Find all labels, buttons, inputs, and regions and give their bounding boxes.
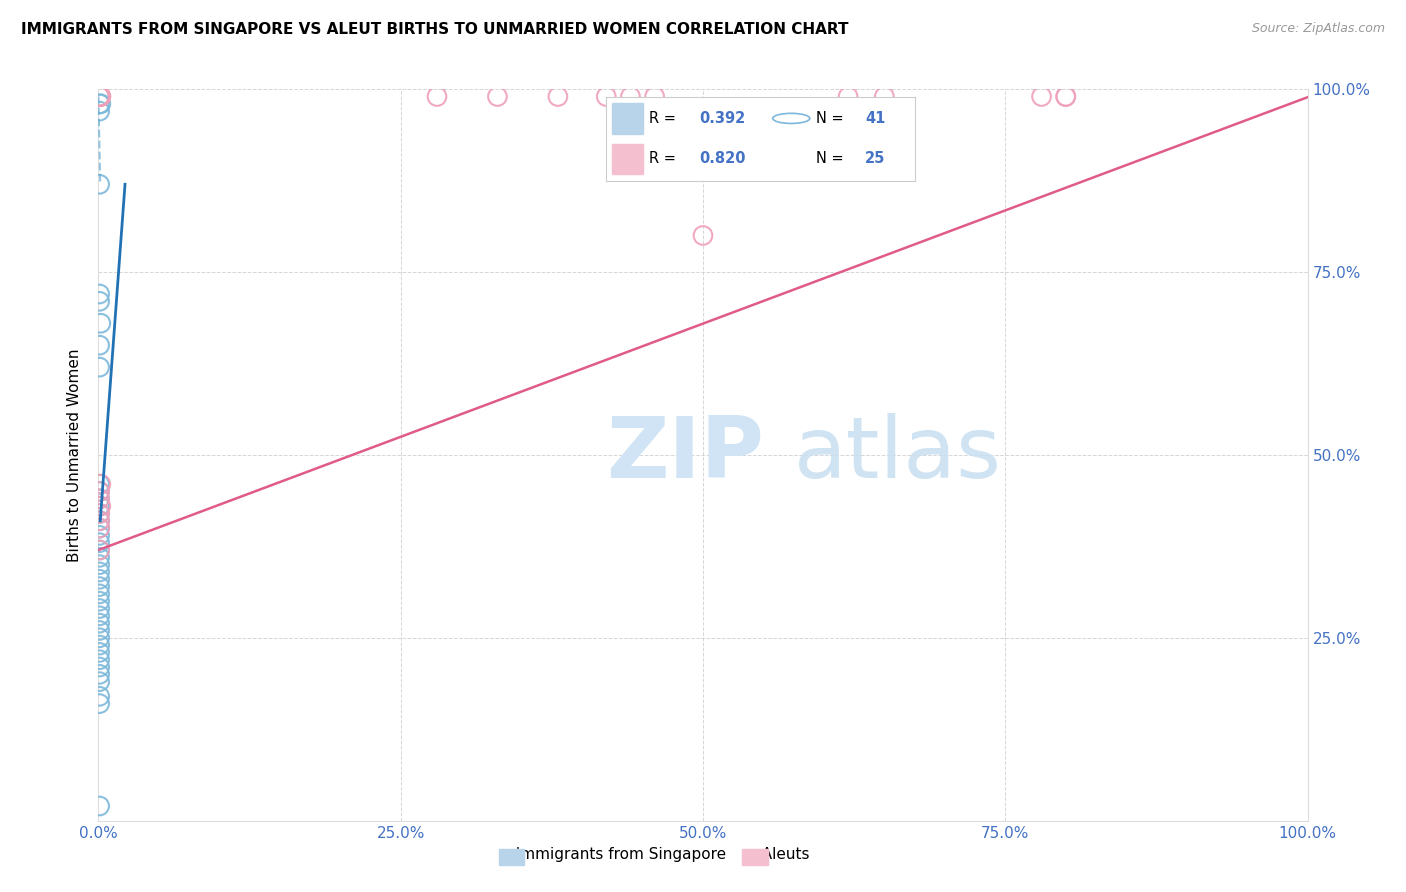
Point: [89, 565, 111, 579]
Point: [90, 316, 112, 330]
Point: [89, 580, 111, 594]
Point: [89, 507, 111, 521]
Point: [595, 89, 617, 103]
Point: [837, 89, 859, 103]
Point: [89, 514, 111, 528]
Point: [89, 558, 111, 572]
Point: [89, 491, 111, 506]
Point: [89, 477, 111, 491]
Point: [644, 89, 666, 103]
Point: [89, 360, 111, 375]
Point: [547, 89, 569, 103]
Point: [89, 645, 111, 659]
Point: [89, 338, 111, 352]
Point: [89, 616, 111, 631]
Point: [89, 521, 111, 535]
Point: [89, 653, 111, 667]
Point: [89, 521, 111, 535]
Point: [1031, 89, 1053, 103]
Point: [90, 96, 112, 111]
Point: [89, 89, 111, 103]
Point: [89, 89, 111, 103]
Text: atlas: atlas: [793, 413, 1001, 497]
Point: [426, 89, 449, 103]
Point: [89, 543, 111, 558]
Point: [1054, 89, 1077, 103]
Point: [89, 484, 111, 499]
Point: [89, 667, 111, 681]
Point: [89, 631, 111, 645]
Point: [89, 608, 111, 623]
Point: [89, 660, 111, 674]
Text: Aleuts: Aleuts: [752, 847, 810, 862]
Point: [89, 294, 111, 309]
Point: [1054, 89, 1077, 103]
Point: [89, 550, 111, 565]
Point: [89, 528, 111, 542]
Point: [89, 507, 111, 521]
Point: [89, 697, 111, 711]
Y-axis label: Births to Unmarried Women: Births to Unmarried Women: [67, 348, 83, 562]
Point: [89, 104, 111, 119]
Text: Immigrants from Singapore: Immigrants from Singapore: [506, 847, 727, 862]
Point: [90, 499, 112, 513]
Point: [89, 178, 111, 192]
Point: [619, 89, 641, 103]
Point: [692, 228, 714, 243]
Point: [89, 624, 111, 638]
Point: [89, 491, 111, 506]
Text: Source: ZipAtlas.com: Source: ZipAtlas.com: [1251, 22, 1385, 36]
Point: [89, 638, 111, 652]
Point: [486, 89, 509, 103]
Point: [89, 690, 111, 704]
Point: [89, 499, 111, 513]
Point: [89, 799, 111, 814]
Point: [873, 89, 896, 103]
Point: [89, 674, 111, 689]
Point: [89, 484, 111, 499]
Point: [89, 543, 111, 558]
Point: [89, 89, 111, 103]
Point: [89, 535, 111, 549]
Point: [90, 89, 112, 103]
Point: [89, 89, 111, 103]
Point: [89, 572, 111, 586]
Text: IMMIGRANTS FROM SINGAPORE VS ALEUT BIRTHS TO UNMARRIED WOMEN CORRELATION CHART: IMMIGRANTS FROM SINGAPORE VS ALEUT BIRTH…: [21, 22, 849, 37]
Point: [90, 89, 112, 103]
Point: [89, 601, 111, 615]
Point: [89, 594, 111, 608]
Point: [89, 96, 111, 111]
Text: ZIP: ZIP: [606, 413, 763, 497]
Point: [89, 287, 111, 301]
Point: [89, 587, 111, 601]
Point: [90, 477, 112, 491]
Point: [89, 514, 111, 528]
